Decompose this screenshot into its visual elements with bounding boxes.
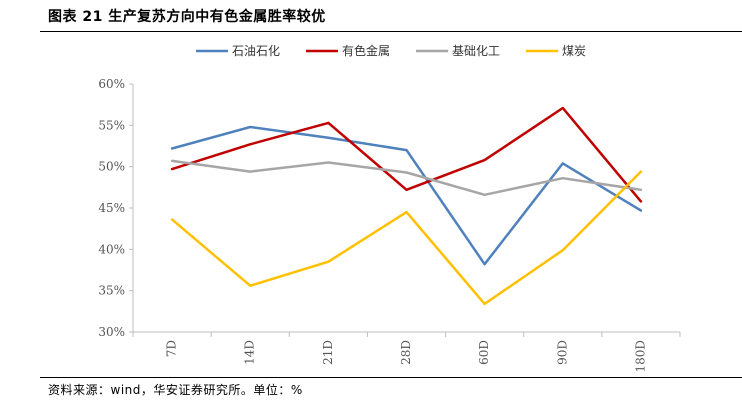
x-tick-label: 7D [165, 340, 179, 357]
data-point [405, 211, 408, 213]
data-point [327, 260, 330, 263]
data-point [483, 263, 486, 266]
data-point [171, 218, 173, 221]
data-point [327, 161, 330, 164]
data-point [249, 126, 252, 128]
data-point [249, 284, 252, 287]
y-axis: 30% 35% 40% 45% 50% 55% 60% [98, 77, 134, 339]
y-tick-label: 60% [98, 77, 125, 91]
x-tick-label: 14D [243, 340, 257, 365]
x-tick-label: 90D [555, 340, 569, 365]
data-point [561, 107, 564, 109]
x-axis: 7D 14D 21D 28D 60D 90D 180D [132, 331, 681, 373]
x-tick-label: 60D [477, 340, 491, 365]
legend-label: 基础化工 [452, 44, 500, 58]
series-line [170, 106, 643, 203]
x-tick-label: 28D [399, 340, 413, 365]
y-tick-label: 55% [98, 118, 125, 132]
data-point [561, 162, 564, 165]
chart-series [170, 106, 643, 306]
data-point [640, 189, 642, 191]
data-point [640, 170, 642, 173]
legend-label: 石油石化 [232, 44, 280, 58]
data-point [640, 200, 642, 203]
figure-title: 图表 21 生产复苏方向中有色金属胜率较优 [48, 9, 326, 25]
bottom-divider [40, 377, 742, 378]
data-point [249, 143, 252, 146]
y-tick-label: 45% [98, 201, 125, 215]
data-point [171, 168, 173, 170]
data-point [405, 149, 408, 151]
data-point [327, 122, 330, 124]
y-tick-label: 30% [98, 325, 125, 339]
x-tick-label: 180D [633, 340, 647, 373]
data-point [640, 209, 642, 212]
top-divider [40, 31, 742, 32]
data-point [561, 177, 564, 180]
data-point [405, 189, 408, 191]
legend-label: 有色金属 [342, 43, 390, 58]
data-point [483, 159, 486, 161]
data-point [561, 249, 564, 251]
data-point [483, 193, 486, 196]
data-point [483, 303, 486, 305]
x-tick-label: 21D [321, 340, 335, 365]
data-point [405, 171, 408, 174]
chart-legend: 石油石化 有色金属 基础化工 煤炭 [196, 43, 586, 58]
series-line [170, 170, 643, 306]
y-tick-label: 35% [98, 284, 125, 298]
data-point [171, 160, 173, 162]
data-point [327, 136, 330, 139]
source-note: 资料来源：wind，华安证券研究所。单位：% [48, 383, 303, 397]
y-tick-label: 40% [98, 242, 125, 256]
data-point [249, 170, 252, 173]
y-tick-label: 50% [98, 160, 125, 174]
data-point [171, 147, 173, 150]
legend-label: 煤炭 [562, 44, 586, 58]
